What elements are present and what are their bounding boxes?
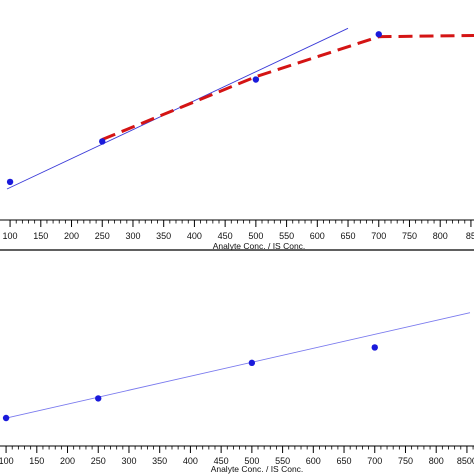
x-tick-label: 200 <box>64 231 79 241</box>
x-tick-label: 800 <box>429 456 444 466</box>
x-tick-label: 350 <box>156 231 171 241</box>
x-tick-label: 600 <box>306 456 321 466</box>
x-tick-label: 400 <box>183 456 198 466</box>
x-tick-label: 350 <box>152 456 167 466</box>
x-tick-label: 650 <box>341 231 356 241</box>
data-point <box>375 31 382 38</box>
x-tick-label: 100 <box>3 231 18 241</box>
x-tick-label: 450 <box>218 231 233 241</box>
data-point <box>252 76 260 83</box>
x-tick-label: 450 <box>214 456 229 466</box>
top-calibration-panel: 100 150 200 250 300 350 400 450 500 550 600 650 700 7… <box>0 27 474 251</box>
x-tick-label: 700 <box>367 456 382 466</box>
x-tick-label: 500 <box>248 231 263 241</box>
data-point <box>6 178 14 186</box>
x-tick-label: 550 <box>275 456 290 466</box>
x-tick-label: 650 <box>337 456 352 466</box>
x-tick-label: 500 <box>244 456 259 466</box>
x-axis-title: Analyte Conc. / IS Conc. <box>211 464 304 474</box>
x-tick-label: 700 <box>371 231 386 241</box>
x-tick-label: 750 <box>398 456 413 466</box>
x-tick-label: 600 <box>310 231 325 241</box>
data-point <box>371 344 378 351</box>
x-tick-label: 150 <box>29 456 44 466</box>
data-point <box>99 138 106 145</box>
x-tick-label: 100 <box>0 456 14 466</box>
data-point <box>95 395 102 402</box>
data-point <box>248 359 256 367</box>
plot-area <box>6 27 474 190</box>
x-tick-label: 300 <box>121 456 136 466</box>
bottom-calibration-panel: 100 150 200 250 300 350 400 450 500 550 600 650 700 7… <box>0 312 474 474</box>
x-axis-title: Analyte Conc. / IS Conc. <box>213 241 306 251</box>
x-tick-label: 250 <box>95 231 110 241</box>
linear-fit-line <box>6 27 349 190</box>
x-tick-label: 400 <box>187 231 202 241</box>
x-tick-label: 85 <box>466 231 474 241</box>
data-point <box>2 414 10 422</box>
dashed-trend-line <box>101 34 474 141</box>
x-tick-label: 800 <box>433 231 448 241</box>
x-tick-label: 200 <box>60 456 75 466</box>
plot-area <box>2 312 471 422</box>
x-tick-label: 150 <box>33 231 48 241</box>
x-tick-label: 250 <box>91 456 106 466</box>
x-tick-label: 8500 <box>457 456 474 466</box>
x-tick-label: 550 <box>279 231 294 241</box>
linear-fit-line <box>2 312 471 420</box>
x-tick-label: 300 <box>125 231 140 241</box>
x-tick-label: 750 <box>402 231 417 241</box>
